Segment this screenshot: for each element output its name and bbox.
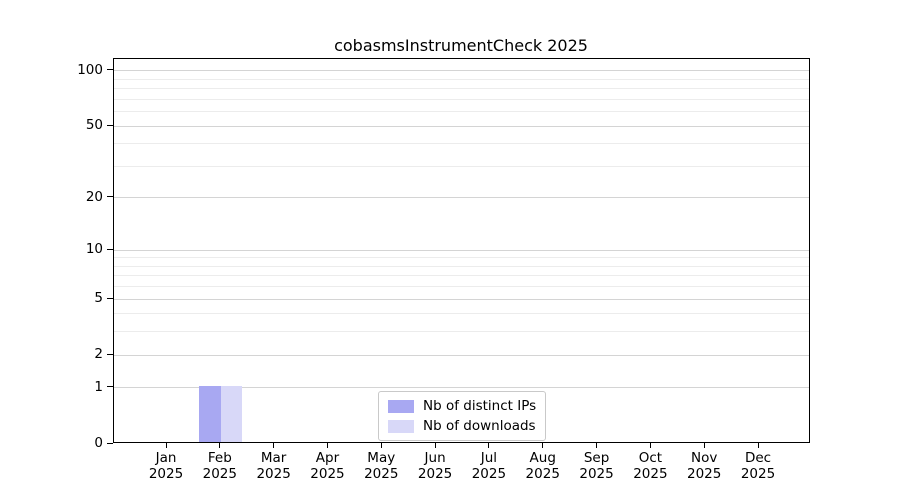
minor-gridline <box>114 165 809 167</box>
minor-gridline <box>114 286 809 288</box>
x-tick-label: Sep 2025 <box>567 450 627 482</box>
x-tick-year: 2025 <box>256 466 291 482</box>
x-tick-label: May 2025 <box>351 450 411 482</box>
minor-gridline <box>114 331 809 333</box>
minor-gridline <box>114 257 809 259</box>
x-tick-label: Jan 2025 <box>136 450 196 482</box>
x-tick-mark <box>380 443 382 448</box>
y-tick-mark <box>107 124 113 126</box>
x-tick-label: Nov 2025 <box>674 450 734 482</box>
x-tick-year: 2025 <box>740 466 776 482</box>
x-tick-month: Mar <box>260 450 287 466</box>
x-tick-month: May <box>367 450 396 466</box>
y-tick-label: 0 <box>94 435 103 451</box>
major-gridline <box>114 197 809 199</box>
y-tick-mark <box>107 442 113 444</box>
x-tick-mark <box>649 443 651 448</box>
y-tick-label: 100 <box>77 61 103 78</box>
minor-gridline <box>114 265 809 267</box>
y-tick-mark <box>107 297 113 299</box>
x-tick-label: Feb 2025 <box>190 450 250 482</box>
y-tick-label: 5 <box>94 290 103 307</box>
x-tick-mark <box>542 443 544 448</box>
x-tick-mark <box>757 443 759 448</box>
minor-gridline <box>114 275 809 277</box>
x-tick-year: 2025 <box>202 466 237 482</box>
x-tick-label: Jun 2025 <box>405 450 465 482</box>
legend-item-downloads: Nb of downloads <box>388 418 536 434</box>
x-tick-label: Mar 2025 <box>244 450 304 482</box>
minor-gridline <box>114 88 809 90</box>
x-tick-mark <box>165 443 167 448</box>
x-tick-month: Aug <box>529 450 556 466</box>
bar-nb-of-distinct-ips <box>199 385 221 442</box>
x-tick-month: Feb <box>207 450 232 466</box>
x-tick-label: Jul 2025 <box>459 450 519 482</box>
x-tick-year: 2025 <box>525 466 560 482</box>
x-tick-mark <box>326 443 328 448</box>
y-tick-label: 2 <box>94 346 103 363</box>
x-tick-year: 2025 <box>633 466 668 482</box>
chart-title: cobasmsInstrumentCheck 2025 <box>334 36 588 55</box>
x-tick-month: Jul <box>480 450 498 466</box>
minor-gridline <box>114 111 809 113</box>
major-gridline <box>114 387 809 389</box>
legend-item-distinct-ips: Nb of distinct IPs <box>388 398 536 414</box>
major-gridline <box>114 354 809 356</box>
x-tick-year: 2025 <box>148 466 184 482</box>
y-tick-label: 10 <box>85 241 103 258</box>
downloads-swatch-icon <box>388 419 414 433</box>
y-tick-mark <box>107 196 113 198</box>
x-tick-year: 2025 <box>310 466 345 482</box>
x-tick-year: 2025 <box>471 466 507 482</box>
minor-gridline <box>114 143 809 145</box>
minor-gridline <box>114 78 809 80</box>
x-tick-mark <box>488 443 490 448</box>
x-tick-mark <box>273 443 275 448</box>
major-gridline <box>114 249 809 251</box>
major-gridline <box>114 125 809 127</box>
x-tick-year: 2025 <box>579 466 614 482</box>
y-tick-mark <box>107 69 113 71</box>
x-tick-month: Jun <box>424 450 446 466</box>
x-tick-year: 2025 <box>687 466 722 482</box>
y-tick-label: 20 <box>85 188 103 205</box>
x-tick-month: Apr <box>315 450 340 466</box>
x-tick-mark <box>434 443 436 448</box>
x-tick-label: Oct 2025 <box>620 450 680 482</box>
minor-gridline <box>114 313 809 315</box>
x-tick-mark <box>596 443 598 448</box>
x-tick-year: 2025 <box>364 466 399 482</box>
major-gridline <box>114 70 809 72</box>
y-tick-label: 1 <box>94 378 103 395</box>
legend-label-downloads: Nb of downloads <box>423 418 536 434</box>
y-tick-mark <box>107 353 113 355</box>
minor-gridline <box>114 98 809 100</box>
legend-label-distinct-ips: Nb of distinct IPs <box>423 398 537 414</box>
x-tick-month: Oct <box>638 450 663 466</box>
y-tick-label: 50 <box>85 117 103 134</box>
x-tick-mark <box>703 443 705 448</box>
y-tick-mark <box>107 386 113 388</box>
x-tick-mark <box>219 443 221 448</box>
x-tick-month: Dec <box>744 450 772 466</box>
x-tick-year: 2025 <box>417 466 453 482</box>
x-tick-label: Aug 2025 <box>513 450 573 482</box>
x-tick-label: Dec 2025 <box>728 450 788 482</box>
x-tick-month: Jan <box>155 450 177 466</box>
major-gridline <box>114 298 809 300</box>
x-tick-label: Apr 2025 <box>297 450 357 482</box>
distinct-ips-swatch-icon <box>388 399 414 413</box>
legend: Nb of distinct IPs Nb of downloads <box>378 391 547 441</box>
y-tick-mark <box>107 248 113 250</box>
plot-area <box>113 58 810 443</box>
x-tick-month: Nov <box>691 450 718 466</box>
x-tick-month: Sep <box>583 450 610 466</box>
bar-nb-of-downloads <box>220 385 243 442</box>
